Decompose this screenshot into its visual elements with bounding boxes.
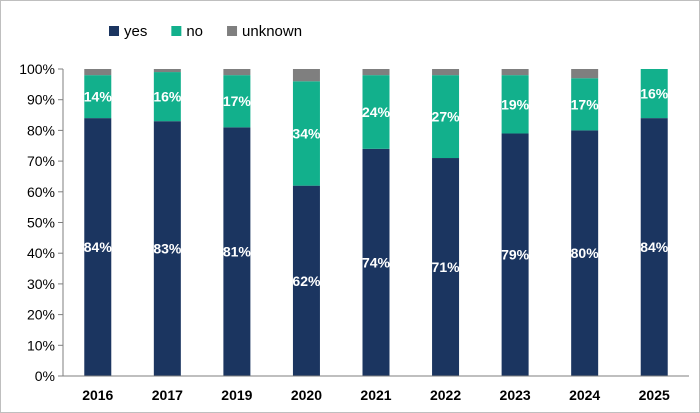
x-category-label: 2025 <box>639 387 670 403</box>
bars: 84% 14% 83% 16% 81% 17% 62% 34% 74% 24% 71% 27% 79% 1… <box>84 69 669 377</box>
data-label-yes: 83% <box>153 241 182 257</box>
bar-segment-unknown <box>223 69 251 76</box>
data-label-yes: 81% <box>223 244 252 260</box>
bar-segment-no <box>432 75 460 159</box>
y-tick-label: 100% <box>19 61 55 77</box>
data-label-no: 17% <box>571 96 600 112</box>
bar-segment-yes <box>432 158 460 376</box>
legend-swatch-yes <box>109 26 119 36</box>
data-label-yes: 84% <box>640 239 669 255</box>
x-category-label: 2023 <box>500 387 531 403</box>
data-label-no: 19% <box>501 96 530 112</box>
x-category-label: 2020 <box>291 387 322 403</box>
data-label-yes: 74% <box>362 254 391 270</box>
bar-segment-no <box>571 78 599 131</box>
bar-segment-no <box>362 75 390 149</box>
x-category-label: 2016 <box>82 387 113 403</box>
legend-swatch-no <box>171 26 182 36</box>
x-category-label: 2021 <box>360 387 391 403</box>
bar-segment-yes <box>84 118 112 377</box>
x-category-label: 2017 <box>152 387 183 403</box>
x-category-label: 2022 <box>430 387 461 403</box>
bar-segment-unknown <box>84 69 112 76</box>
y-tick-label: 50% <box>27 215 55 231</box>
bar-segment-yes <box>362 148 390 376</box>
bar-segment-no <box>153 72 181 122</box>
bar-segment-unknown <box>362 69 390 76</box>
data-label-yes: 84% <box>84 239 113 255</box>
bar-segment-yes <box>153 121 181 376</box>
bar-segment-yes <box>640 118 668 377</box>
legend: yes no unknown <box>109 23 302 40</box>
bar-segment-no <box>292 81 320 186</box>
data-label-yes: 71% <box>432 259 461 275</box>
x-category-label: 2019 <box>221 387 252 403</box>
bar-segment-unknown <box>571 69 599 79</box>
y-tick-label: 90% <box>27 92 55 108</box>
bar-segment-yes <box>292 185 320 376</box>
data-label-no: 17% <box>223 93 252 109</box>
data-label-no: 27% <box>432 109 461 125</box>
bar-segment-no <box>223 75 251 128</box>
data-label-no: 34% <box>292 125 321 141</box>
data-label-yes: 80% <box>571 245 600 261</box>
y-tick-label: 0% <box>35 368 55 384</box>
bar-segment-unknown <box>292 69 320 82</box>
y-tick-label: 20% <box>27 307 55 323</box>
x-category-label: 2024 <box>569 387 600 403</box>
bar-segment-unknown <box>432 69 460 76</box>
y-tick-label: 40% <box>27 245 55 261</box>
bar-segment-unknown <box>501 69 529 76</box>
y-axis: 0% 10% 20% 30% 40% 50% 60% 70% 80% 90% 100% <box>19 61 64 384</box>
y-tick-label: 70% <box>27 153 55 169</box>
data-label-no: 16% <box>640 86 669 102</box>
legend-label-unknown: unknown <box>242 23 302 40</box>
data-label-yes: 62% <box>292 273 321 289</box>
legend-label-no: no <box>186 23 203 40</box>
legend-label-yes: yes <box>124 23 147 40</box>
bar-segment-unknown <box>153 69 181 73</box>
y-tick-label: 30% <box>27 276 55 292</box>
bar-segment-yes <box>501 133 529 376</box>
bar-segment-no <box>640 69 668 119</box>
y-tick-label: 80% <box>27 122 55 138</box>
data-label-no: 14% <box>84 89 113 105</box>
x-axis: 2016 2017 2019 2020 2021 2022 2023 2024 2025 <box>63 375 689 403</box>
y-tick-label: 10% <box>27 337 55 353</box>
data-label-no: 24% <box>362 104 391 120</box>
data-label-no: 16% <box>153 89 182 105</box>
data-label-yes: 79% <box>501 247 530 263</box>
bar-segment-no <box>501 75 529 134</box>
bar-segment-yes <box>223 127 251 376</box>
y-tick-label: 60% <box>27 184 55 200</box>
bar-segment-no <box>84 75 112 119</box>
legend-swatch-unknown <box>227 26 238 36</box>
bar-segment-yes <box>571 130 599 376</box>
